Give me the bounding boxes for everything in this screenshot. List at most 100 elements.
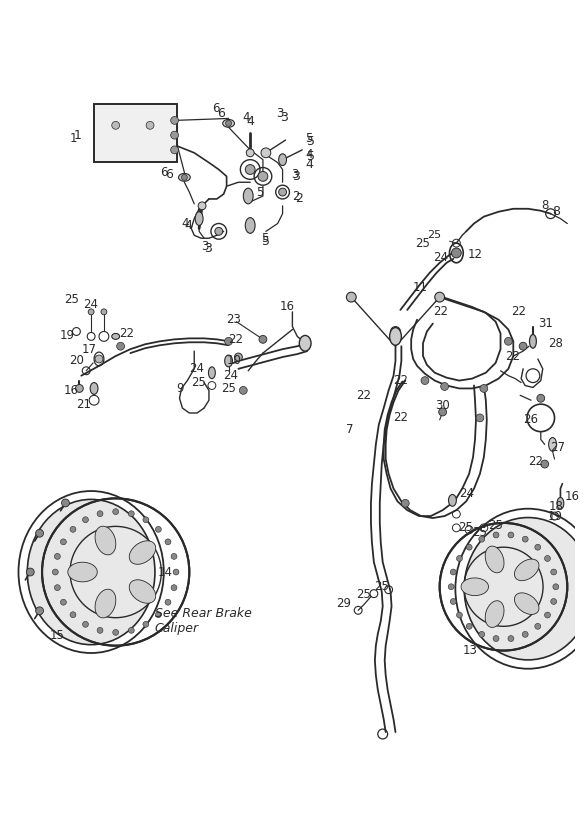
Text: 22: 22 xyxy=(433,306,448,318)
Ellipse shape xyxy=(514,592,539,615)
Ellipse shape xyxy=(485,546,504,573)
Text: 25: 25 xyxy=(356,588,371,602)
Circle shape xyxy=(83,621,89,627)
Text: 20: 20 xyxy=(69,354,85,368)
Circle shape xyxy=(479,631,484,637)
Text: 25: 25 xyxy=(472,527,487,539)
Text: 31: 31 xyxy=(538,317,553,330)
Ellipse shape xyxy=(178,173,190,181)
Text: 19: 19 xyxy=(59,329,75,342)
Ellipse shape xyxy=(195,212,203,226)
Circle shape xyxy=(401,499,409,508)
Circle shape xyxy=(88,309,94,315)
Circle shape xyxy=(52,569,58,575)
Text: 25: 25 xyxy=(64,293,79,306)
Text: 22: 22 xyxy=(394,411,409,424)
Circle shape xyxy=(165,539,171,545)
Text: 27: 27 xyxy=(550,441,566,454)
Ellipse shape xyxy=(279,154,286,166)
Text: 6: 6 xyxy=(212,102,219,115)
Circle shape xyxy=(234,353,243,361)
Ellipse shape xyxy=(209,367,215,378)
Text: 2: 2 xyxy=(293,190,300,203)
Text: 25: 25 xyxy=(221,382,236,395)
Text: 18: 18 xyxy=(549,499,564,513)
Ellipse shape xyxy=(112,334,120,339)
Circle shape xyxy=(54,585,60,591)
Ellipse shape xyxy=(461,578,489,596)
Circle shape xyxy=(438,408,447,416)
Text: 13: 13 xyxy=(462,644,477,657)
Ellipse shape xyxy=(95,527,116,555)
Text: 3: 3 xyxy=(280,111,287,124)
Circle shape xyxy=(259,335,267,344)
Circle shape xyxy=(70,527,76,532)
Text: 24: 24 xyxy=(459,487,475,500)
Ellipse shape xyxy=(68,562,97,582)
Text: 5: 5 xyxy=(256,185,264,199)
Circle shape xyxy=(112,121,120,129)
Circle shape xyxy=(480,385,488,392)
Text: 5: 5 xyxy=(261,232,268,245)
Circle shape xyxy=(508,635,514,642)
Circle shape xyxy=(143,621,149,627)
Circle shape xyxy=(54,554,60,559)
Text: 4: 4 xyxy=(184,219,192,232)
Text: 8: 8 xyxy=(541,199,548,213)
Circle shape xyxy=(279,188,286,196)
Circle shape xyxy=(117,342,125,350)
Text: 22: 22 xyxy=(505,349,521,363)
Text: 9: 9 xyxy=(177,382,184,395)
Text: 21: 21 xyxy=(76,398,92,410)
Circle shape xyxy=(346,293,356,302)
Text: 22: 22 xyxy=(528,455,543,467)
Ellipse shape xyxy=(27,499,155,644)
Ellipse shape xyxy=(223,119,234,127)
Text: 25: 25 xyxy=(374,580,389,593)
Circle shape xyxy=(261,147,271,157)
Text: 29: 29 xyxy=(336,597,352,610)
Text: 10: 10 xyxy=(227,354,241,368)
Text: 3: 3 xyxy=(201,240,209,253)
Text: 24: 24 xyxy=(189,363,204,375)
Text: 19: 19 xyxy=(547,509,563,522)
Circle shape xyxy=(83,517,89,522)
Text: 4: 4 xyxy=(181,217,189,230)
Ellipse shape xyxy=(129,541,156,564)
Circle shape xyxy=(97,511,103,517)
Circle shape xyxy=(553,584,559,590)
Circle shape xyxy=(545,555,550,561)
Circle shape xyxy=(171,554,177,559)
Text: 25: 25 xyxy=(458,522,473,534)
Text: 6: 6 xyxy=(217,107,224,120)
Ellipse shape xyxy=(90,382,98,395)
Text: 5: 5 xyxy=(262,235,270,248)
Text: See Rear Brake
Caliper: See Rear Brake Caliper xyxy=(155,607,252,635)
Text: 2: 2 xyxy=(296,193,303,205)
Circle shape xyxy=(70,611,76,618)
Text: 25: 25 xyxy=(415,236,430,250)
Circle shape xyxy=(545,612,550,618)
Text: 22: 22 xyxy=(394,374,409,387)
Circle shape xyxy=(171,146,178,154)
Text: 22: 22 xyxy=(356,389,371,402)
Circle shape xyxy=(173,569,179,575)
Circle shape xyxy=(456,612,462,618)
Text: 16: 16 xyxy=(280,301,294,313)
Circle shape xyxy=(450,598,456,605)
Circle shape xyxy=(466,545,472,550)
Ellipse shape xyxy=(557,498,564,509)
Text: 25: 25 xyxy=(488,519,503,532)
Circle shape xyxy=(466,624,472,630)
Circle shape xyxy=(537,395,545,402)
Circle shape xyxy=(198,202,206,210)
Circle shape xyxy=(128,627,134,634)
Text: 22: 22 xyxy=(511,306,526,318)
Text: 24: 24 xyxy=(83,298,99,311)
Circle shape xyxy=(541,460,549,468)
Circle shape xyxy=(245,165,255,175)
Text: 4: 4 xyxy=(305,148,312,162)
Text: 4: 4 xyxy=(243,111,250,124)
Circle shape xyxy=(181,175,187,180)
Circle shape xyxy=(226,120,231,126)
